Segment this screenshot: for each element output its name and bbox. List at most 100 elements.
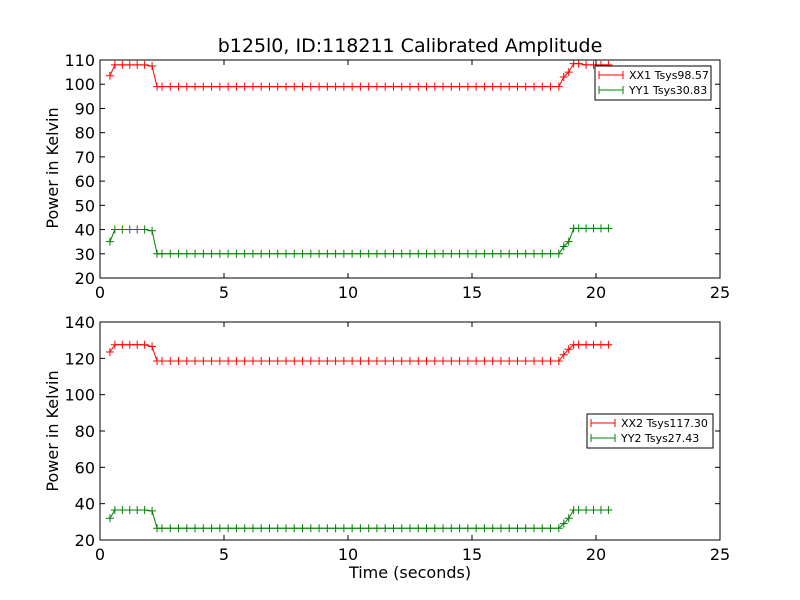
top-data-point [589, 224, 598, 233]
top-data-point [331, 249, 340, 258]
top-data-point [574, 224, 583, 233]
bottom-data-point [496, 524, 505, 533]
top-legend-label: XX1 Tsys98.57 [629, 69, 709, 82]
top-data-point [133, 225, 142, 234]
top-y-tick-label: 60 [75, 172, 95, 191]
bottom-data-point [298, 357, 307, 366]
top-data-point [215, 82, 224, 91]
bottom-data-point [582, 340, 591, 349]
bottom-data-point [414, 357, 423, 366]
top-data-point [265, 249, 274, 258]
bottom-data-point [364, 357, 373, 366]
bottom-data-point [125, 340, 134, 349]
bottom-data-point [199, 357, 208, 366]
bottom-data-point [323, 524, 332, 533]
bottom-data-point [133, 340, 142, 349]
bottom-data-point [455, 524, 464, 533]
bottom-data-point [166, 357, 175, 366]
bottom-data-point [538, 524, 547, 533]
bottom-y-tick-label: 60 [75, 458, 95, 477]
top-data-point [389, 249, 398, 258]
top-data-point [564, 68, 573, 77]
top-data-point [257, 82, 266, 91]
bottom-data-point [463, 524, 472, 533]
bottom-data-point [589, 340, 598, 349]
bottom-data-point [574, 506, 583, 515]
top-data-point [554, 249, 563, 258]
top-data-point [356, 82, 365, 91]
top-legend-box [594, 65, 712, 101]
top-data-point [488, 82, 497, 91]
top-data-point [174, 82, 183, 91]
bottom-data-point [315, 357, 324, 366]
bottom-data-point [505, 357, 514, 366]
bottom-data-point [257, 524, 266, 533]
top-data-point [315, 249, 324, 258]
top-data-point [414, 249, 423, 258]
top-data-point [232, 249, 241, 258]
top-data-point [158, 249, 166, 258]
bottom-y-tick-label: 40 [75, 495, 95, 514]
bottom-data-point [191, 524, 200, 533]
top-data-point [306, 249, 315, 258]
bottom-series-2 [105, 506, 613, 533]
bottom-data-point [439, 357, 448, 366]
bottom-data-point [224, 524, 233, 533]
bottom-data-point [447, 524, 456, 533]
bottom-plot: Power in Kelvin Time (seconds) 0 5 10 15 20 2… [43, 313, 730, 582]
top-data-point [480, 82, 489, 91]
top-y-tick-label: 50 [75, 196, 95, 215]
top-data-point [315, 82, 324, 91]
bottom-y-tick-label: 100 [64, 386, 95, 405]
top-data-point [430, 249, 439, 258]
bottom-data-point [488, 524, 497, 533]
bottom-data-point [538, 357, 547, 366]
bottom-data-point [140, 340, 149, 349]
top-data-point [125, 225, 134, 234]
bottom-data-point [372, 357, 381, 366]
bottom-data-point [240, 524, 249, 533]
top-data-point [298, 249, 307, 258]
bottom-x-tick-label: 20 [586, 545, 606, 564]
bottom-data-point [559, 350, 568, 359]
top-data-point [574, 59, 583, 68]
top-data-point [372, 82, 381, 91]
top-data-point [240, 82, 249, 91]
bottom-data-point [282, 357, 290, 366]
top-data-point [282, 249, 290, 258]
bottom-y-tick-label: 80 [75, 422, 95, 441]
top-data-point [323, 249, 332, 258]
bottom-data-point [604, 506, 613, 515]
top-axes-frame [99, 59, 721, 279]
bottom-data-point [348, 357, 357, 366]
top-y-tick-label: 40 [75, 221, 95, 240]
top-series-1 [105, 59, 613, 91]
bottom-data-point [554, 524, 563, 533]
top-data-point [538, 249, 547, 258]
bottom-data-point [290, 357, 299, 366]
bottom-data-point [356, 357, 365, 366]
top-data-point [596, 224, 605, 233]
top-y-tick-label: 20 [75, 269, 95, 288]
bottom-data-point [125, 506, 134, 515]
bottom-data-point [564, 514, 573, 523]
top-data-point [182, 249, 191, 258]
bottom-data-point [472, 524, 481, 533]
top-data-point [158, 82, 166, 91]
top-data-point [513, 249, 522, 258]
bottom-y-tick-label: 120 [64, 349, 95, 368]
bottom-data-point [306, 524, 315, 533]
bottom-data-point [422, 524, 431, 533]
top-data-point [199, 249, 208, 258]
bottom-data-point [389, 524, 398, 533]
bottom-data-point [331, 524, 340, 533]
top-legend: XX1 Tsys98.57 YY1 Tsys30.83 [594, 65, 712, 101]
top-data-point [105, 71, 114, 80]
bottom-data-point [282, 524, 290, 533]
bottom-data-point [521, 357, 530, 366]
top-data-point [290, 249, 299, 258]
bottom-data-point [133, 506, 142, 515]
top-data-point [140, 225, 149, 234]
bottom-data-point [430, 524, 439, 533]
top-data-point [455, 249, 464, 258]
